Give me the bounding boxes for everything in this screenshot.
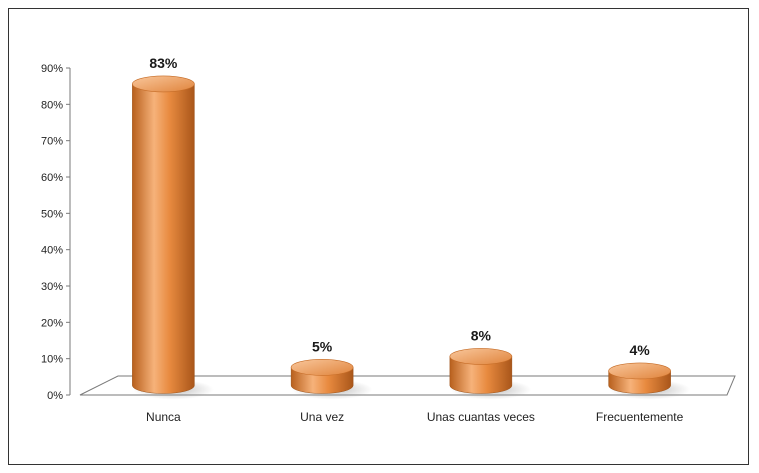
y-tick-label: 60% xyxy=(41,172,63,184)
labels-layer: 83% Nunca 5% Una vez 8% Unas cuantas veces 4% F… xyxy=(146,55,684,424)
data-label: 4% xyxy=(630,342,651,358)
category-label: Nunca xyxy=(146,410,181,424)
category-label: Una vez xyxy=(300,410,344,424)
category-label: Frecuentemente xyxy=(596,410,684,424)
data-label: 83% xyxy=(149,55,178,71)
y-tick-label: 20% xyxy=(41,317,63,329)
axis-layer: 0% 10% 20% 30% 40% 50% 60% 70% 80% 90% xyxy=(41,63,736,402)
y-tick-label: 80% xyxy=(41,99,63,111)
bars-layer xyxy=(132,75,690,400)
y-tick-label: 70% xyxy=(41,136,63,148)
bar-nunca xyxy=(132,83,195,394)
data-label: 5% xyxy=(312,338,333,354)
data-label: 8% xyxy=(471,327,492,343)
bar-top-cap xyxy=(290,359,354,376)
bar-top-cap xyxy=(449,348,513,365)
y-tick-label: 90% xyxy=(41,63,63,75)
y-tick-label: 0% xyxy=(47,390,63,402)
bar-top-cap xyxy=(608,362,671,380)
y-tick-label: 30% xyxy=(41,281,63,293)
bar-unas-cuantas-veces xyxy=(449,356,513,394)
bar-top-cap xyxy=(132,75,195,93)
y-tick-label: 40% xyxy=(41,245,63,257)
category-label: Unas cuantas veces xyxy=(427,410,535,424)
y-tick-label: 10% xyxy=(41,354,63,366)
y-tick-label: 50% xyxy=(41,208,63,220)
